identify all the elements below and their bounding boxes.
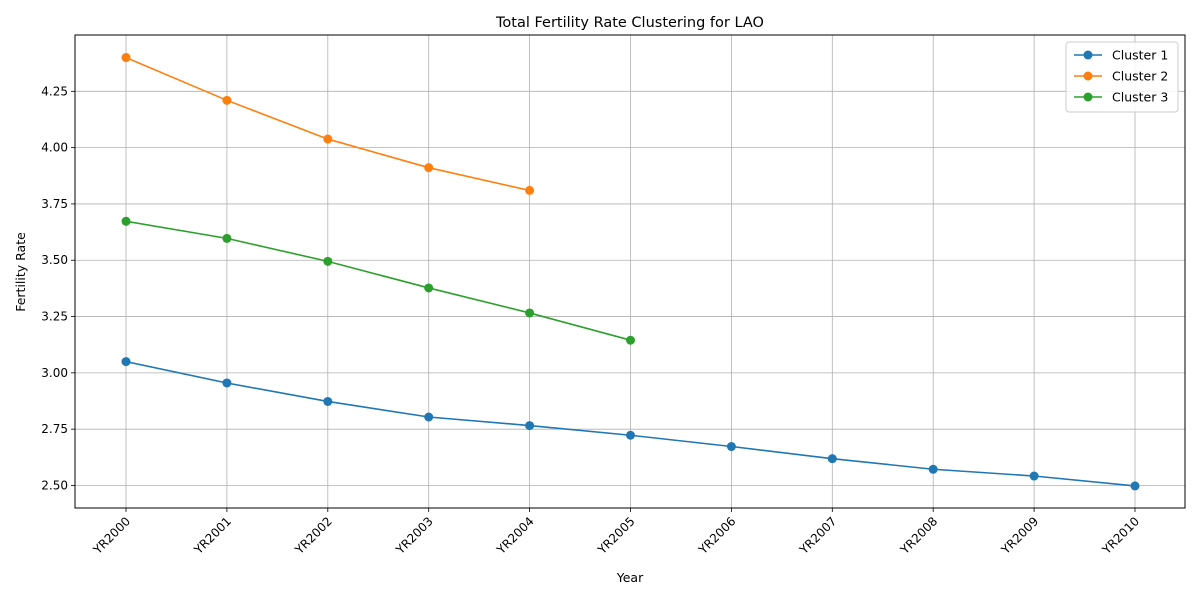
y-tick-label: 4.25 xyxy=(41,84,68,98)
data-point xyxy=(424,163,434,173)
series-2 xyxy=(121,53,535,195)
legend-box xyxy=(1065,41,1179,113)
data-point xyxy=(928,464,938,474)
data-point xyxy=(525,185,535,195)
y-tick-label: 3.25 xyxy=(41,310,68,324)
series-lines xyxy=(121,53,1140,491)
legend-marker xyxy=(1083,50,1093,60)
data-point xyxy=(222,95,232,105)
data-point xyxy=(222,378,232,388)
legend-label: Cluster 3 xyxy=(1112,90,1168,105)
data-point xyxy=(525,421,535,431)
y-tick-label: 3.00 xyxy=(41,366,68,380)
data-point xyxy=(1130,481,1140,491)
legend-label: Cluster 2 xyxy=(1112,69,1168,84)
data-point xyxy=(323,396,333,406)
series-line xyxy=(125,220,631,341)
data-point xyxy=(323,134,333,144)
data-point xyxy=(424,283,434,293)
data-point xyxy=(121,53,131,63)
legend-marker xyxy=(1083,92,1093,102)
y-tick-label: 3.50 xyxy=(41,253,68,267)
data-point xyxy=(121,216,131,226)
data-point xyxy=(1029,471,1039,481)
y-tick-label: 4.00 xyxy=(41,141,68,155)
series-1 xyxy=(121,357,1140,491)
legend-marker xyxy=(1083,71,1093,81)
data-point xyxy=(827,454,837,464)
series-3 xyxy=(121,216,635,345)
y-tick-label: 3.75 xyxy=(41,197,68,211)
data-point xyxy=(121,357,131,367)
data-point xyxy=(525,308,535,318)
y-tick-label: 2.75 xyxy=(41,422,68,436)
legend: Cluster 1 Cluster 2 Cluster 3 xyxy=(1065,41,1179,113)
chart-title: Total Fertility Rate Clustering for LAO xyxy=(495,15,764,31)
data-point xyxy=(626,335,635,345)
y-tick-label: 2.50 xyxy=(41,478,68,492)
grid-lines xyxy=(75,35,1185,508)
data-point xyxy=(726,442,736,452)
data-point xyxy=(222,233,232,243)
data-point xyxy=(323,256,333,266)
x-axis-title: Year xyxy=(616,570,644,585)
data-point xyxy=(424,412,434,422)
legend-label: Cluster 1 xyxy=(1112,48,1168,63)
data-point xyxy=(626,430,635,440)
plot-area-frame xyxy=(74,34,1186,509)
y-axis-title: Fertility Rate xyxy=(13,232,28,312)
